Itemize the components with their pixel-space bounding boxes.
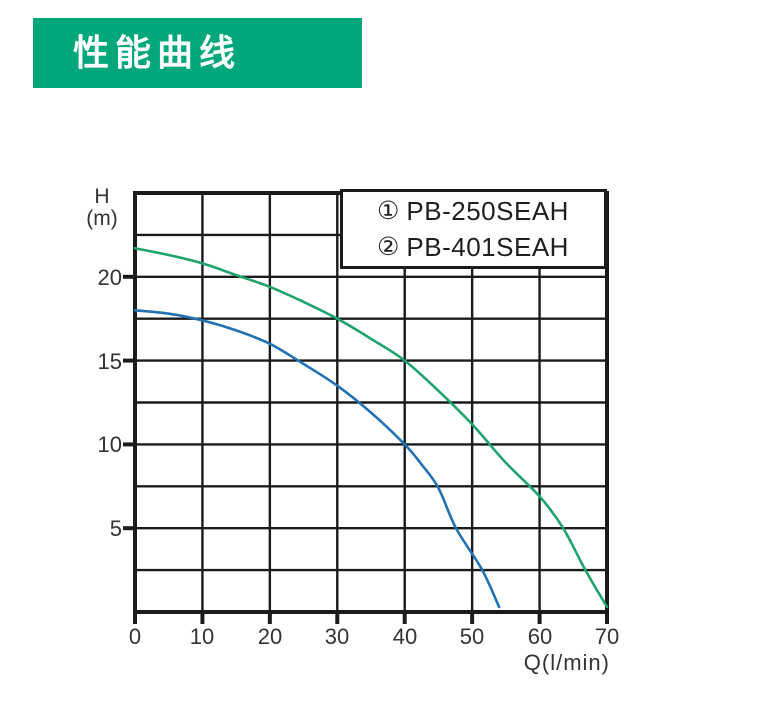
curve-pb-250seah	[133, 309, 501, 609]
x-tick-label-20: 20	[257, 624, 283, 649]
x-tick-label-40: 40	[392, 624, 418, 649]
y-axis-title-line2: (m)	[86, 207, 118, 230]
y-tick-label-20: 20	[97, 265, 122, 290]
legend-marker-2: ②	[377, 232, 400, 261]
section-header-banner: 性能曲线	[33, 18, 362, 88]
x-tick-label-30: 30	[324, 624, 350, 649]
legend-label-1: PB-250SEAH	[406, 196, 569, 226]
x-tick-label-0: 0	[128, 624, 142, 649]
y-axis-title: H (m)	[76, 186, 128, 230]
legend-label-2: PB-401SEAH	[406, 232, 569, 262]
y-tick-label-5: 5	[109, 516, 122, 541]
curve-pb-401seah	[133, 247, 609, 609]
section-title: 性能曲线	[73, 32, 242, 73]
x-tick-label-70: 70	[594, 624, 620, 649]
x-tick-label-10: 10	[189, 624, 215, 649]
x-tick-label-60: 60	[527, 624, 553, 649]
legend-item-pb-250seah: ① PB-250SEAH	[343, 193, 604, 229]
chart-legend: ① PB-250SEAH ② PB-401SEAH	[340, 189, 607, 269]
legend-item-pb-401seah: ② PB-401SEAH	[343, 229, 604, 265]
x-tick-label-50: 50	[459, 624, 485, 649]
y-axis-title-line1: H	[94, 185, 110, 208]
legend-marker-1: ①	[377, 196, 400, 225]
y-tick-label-15: 15	[97, 349, 122, 374]
y-tick-label-10: 10	[97, 432, 122, 457]
x-axis-title: Q(l/min)	[523, 650, 610, 675]
